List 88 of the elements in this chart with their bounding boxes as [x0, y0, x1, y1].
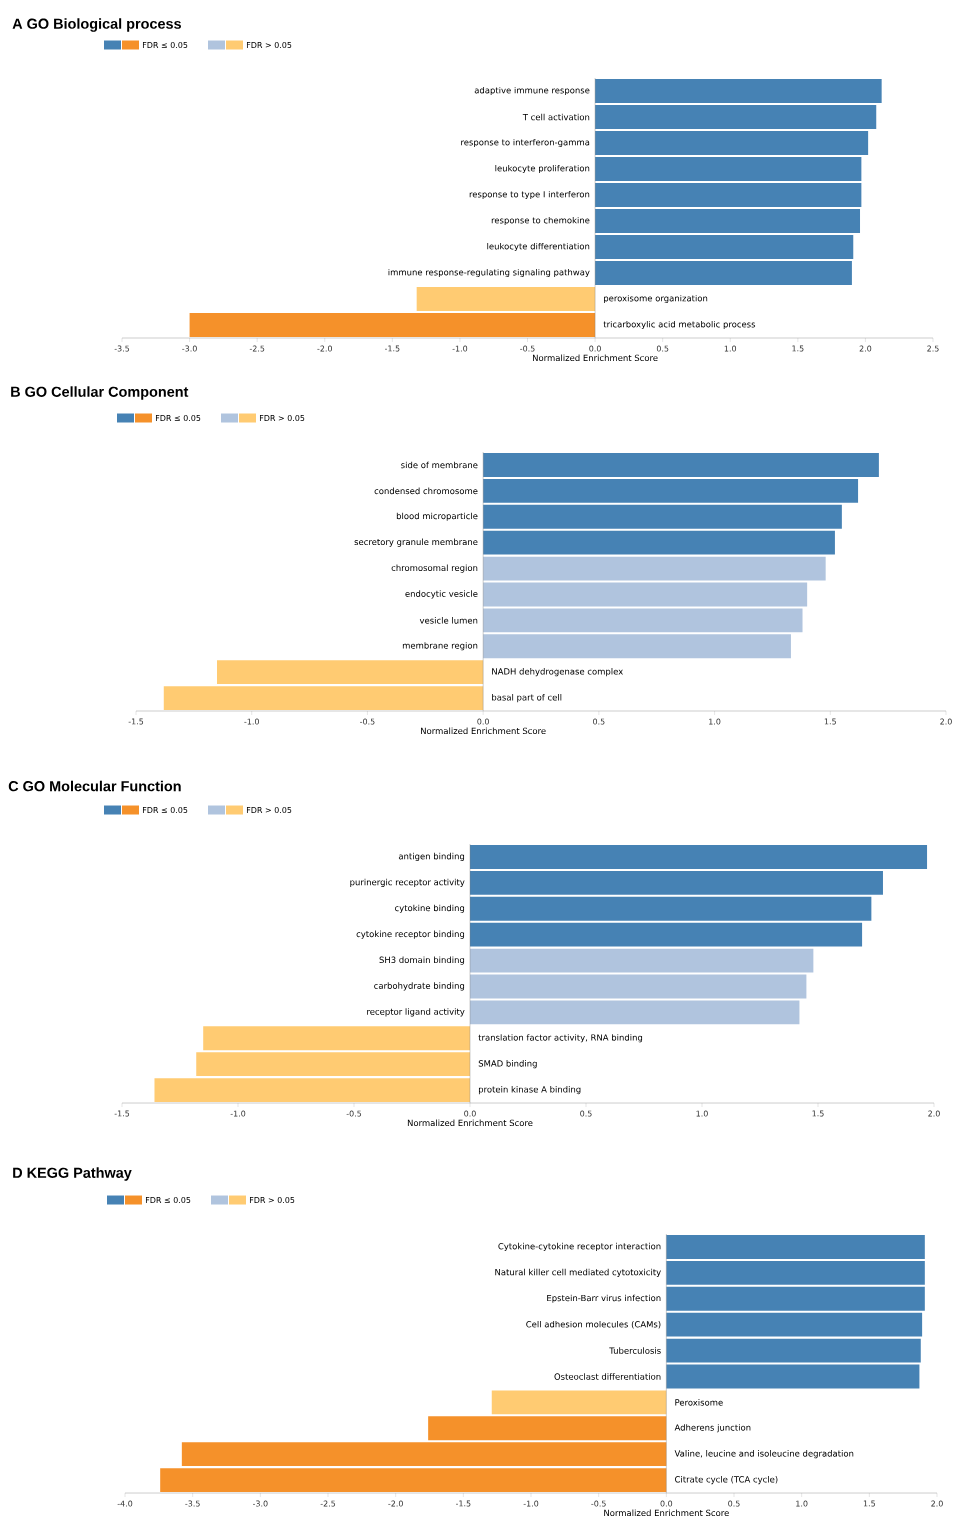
bar	[470, 948, 814, 973]
y-tick-label: adaptive immune response	[474, 86, 590, 96]
y-tick-label: Adherens junction	[674, 1424, 751, 1433]
y-tick-label: Valine, leucine and isoleucine degradation	[674, 1450, 854, 1459]
chart-title: D KEGG Pathway	[13, 1167, 132, 1181]
bar	[666, 1260, 925, 1285]
y-tick-label: response to chemokine	[491, 216, 590, 226]
bar	[595, 131, 869, 155]
bar	[483, 453, 879, 477]
bar	[666, 1312, 923, 1337]
y-tick-label: Citrate cycle (TCA cycle)	[675, 1475, 778, 1485]
y-tick-label: Cytokine-cytokine receptor interaction	[498, 1242, 661, 1252]
bar	[483, 634, 791, 659]
y-tick-label: protein kinase A binding	[478, 1085, 581, 1095]
y-tick-label: carbohydrate binding	[374, 982, 465, 991]
bar	[470, 922, 863, 947]
y-tick-label: purinergic receptor activity	[350, 878, 465, 887]
y-tick-label: chromosomal region	[391, 564, 478, 573]
y-tick-label: Epstein-Barr virus infection	[547, 1294, 661, 1303]
y-tick-label: cytokine receptor binding	[356, 930, 465, 939]
y-tick-label: Osteoclast differentiation	[554, 1373, 661, 1380]
y-tick-label: SH3 domain binding	[379, 956, 465, 965]
chart-title: B GO Cellular Component	[11, 386, 189, 400]
bar	[483, 556, 826, 581]
bar	[154, 1078, 470, 1102]
bar	[470, 896, 872, 921]
bar	[217, 660, 484, 685]
x-axis-title: Normalized Enrichment Score	[421, 727, 546, 735]
y-tick-label: receptor ligand activity	[367, 1008, 465, 1017]
y-tick-label: side of membrane	[401, 461, 478, 469]
bar	[483, 582, 808, 607]
bar	[595, 261, 852, 285]
chart-title: C GO Molecular Function	[8, 780, 181, 792]
y-tick-label: Peroxisome	[675, 1399, 723, 1406]
y-tick-label: leukocyte proliferation	[495, 164, 590, 174]
y-tick-label: response to type I interferon	[469, 190, 590, 200]
y-tick-label: translation factor activity, RNA binding	[478, 1034, 643, 1043]
bar	[595, 79, 882, 103]
bar	[428, 1416, 667, 1441]
y-tick-label: Tuberculosis	[609, 1347, 661, 1354]
y-tick-label: basal part of cell	[492, 693, 562, 703]
bar	[483, 530, 835, 555]
y-tick-label: secretory granule membrane	[354, 538, 478, 547]
y-tick-label: vesicle lumen	[419, 617, 478, 624]
y-tick-label: blood microparticle	[396, 512, 478, 521]
bar	[483, 478, 859, 503]
bar	[666, 1235, 925, 1259]
y-tick-label: Cell adhesion molecules (CAMs)	[526, 1320, 661, 1329]
bar	[163, 686, 484, 710]
bar	[666, 1338, 921, 1363]
bar	[160, 1468, 667, 1492]
y-tick-label: cytokine binding	[395, 904, 465, 913]
bar	[595, 105, 877, 129]
y-tick-label: peroxisome organization	[604, 294, 708, 304]
bar	[203, 1026, 470, 1051]
bar	[189, 313, 596, 337]
y-tick-label: response to interferon-gamma	[461, 138, 590, 148]
bar	[470, 974, 807, 999]
bar	[595, 157, 862, 181]
bar	[491, 1390, 667, 1415]
x-axis-title: Normalized Enrichment Score	[533, 354, 658, 362]
x-axis-title: Normalized Enrichment Score	[407, 1119, 533, 1127]
y-tick-label: antigen binding	[398, 852, 465, 862]
bar	[666, 1286, 925, 1311]
chart-title: A GO Biological process	[12, 18, 181, 32]
bar	[470, 1000, 800, 1025]
y-tick-label: Natural killer cell mediated cytotoxicity	[495, 1268, 661, 1277]
bar	[666, 1364, 920, 1389]
y-tick-label: membrane region	[402, 642, 478, 651]
bar	[470, 870, 883, 895]
y-tick-label: T cell activation	[522, 113, 590, 121]
y-tick-label: immune response-regulating signaling pathway	[388, 268, 590, 278]
y-tick-label: condensed chromosome	[374, 487, 478, 495]
bar	[470, 845, 928, 869]
y-tick-label: SMAD binding	[478, 1060, 537, 1069]
x-axis-title: Normalized Enrichment Score	[604, 1509, 729, 1517]
bar	[196, 1052, 470, 1077]
y-tick-label: NADH dehydrogenase complex	[492, 668, 623, 677]
bar	[595, 235, 854, 259]
bar	[181, 1442, 667, 1467]
y-tick-label: leukocyte differentiation	[487, 242, 590, 252]
bar	[483, 608, 803, 633]
bar	[416, 287, 596, 311]
bar	[483, 504, 842, 529]
bar	[595, 209, 861, 233]
y-tick-label: tricarboxylic acid metabolic process	[603, 320, 756, 330]
bar	[595, 183, 862, 207]
y-tick-label: endocytic vesicle	[405, 590, 478, 599]
